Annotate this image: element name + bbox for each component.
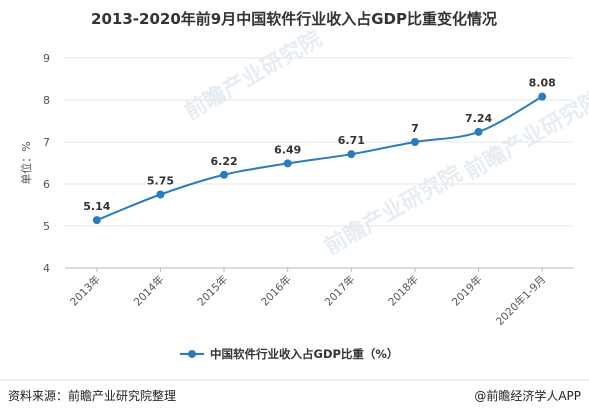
x-tick-label: 2019年 [449,273,485,309]
y-tick-label: 6 [43,178,50,191]
x-tick-label: 2017年 [322,273,358,309]
x-tick-label: 2018年 [386,273,422,309]
data-point [347,150,356,159]
x-tick-label: 2015年 [195,273,231,309]
watermark: 前瞻产业研究院 [320,161,466,261]
data-point [92,216,101,225]
data-label: 6.22 [210,155,237,168]
x-axis-ticks: 2013年 2014年 2015年 2016年 2017年 2018年 2019年 2020年… [67,268,548,328]
series-line [96,95,543,222]
watermark: 前瞻产业研究院 [180,26,326,126]
legend-marker [188,350,196,358]
data-label: 5.14 [83,200,110,213]
data-label: 6.71 [338,134,365,147]
brand-text: @前瞻经济学人APP [474,388,581,403]
legend: 中国软件行业收入占GDP比重（%） [180,347,398,361]
y-axis-ticks: 4 5 6 7 8 9 [43,52,50,275]
y-axis-label: 单位：% [19,141,33,184]
y-tick-label: 4 [43,262,50,275]
chart-title: 2013-2020年前9月中国软件行业收入占GDP比重变化情况 [91,10,497,28]
data-label: 7.24 [465,112,492,125]
legend-label: 中国软件行业收入占GDP比重（%） [210,347,398,361]
data-label: 8.08 [529,77,556,90]
data-point [538,92,547,101]
data-point [220,170,229,179]
data-label: 7 [411,122,419,135]
x-tick-label: 2016年 [258,273,294,309]
data-point [283,159,292,168]
x-tick-label: 2013年 [67,273,103,309]
data-labels: 5.14 5.75 6.22 6.49 6.71 7 7.24 8.08 [83,77,556,213]
data-label: 5.75 [147,175,174,188]
y-tick-label: 9 [43,52,50,65]
y-tick-label: 5 [43,220,50,233]
watermarks: 前瞻产业研究院 前瞻产业研究院 前瞻产业研究院 [180,26,589,261]
x-tick-label: 2014年 [131,273,167,309]
x-tick-label: 2020年1-9月 [493,273,548,328]
gridlines [65,57,574,227]
data-point [474,127,483,136]
data-label: 6.49 [274,143,301,156]
y-tick-label: 7 [43,136,50,149]
data-point [410,138,419,146]
series-points [92,92,547,225]
data-point [156,190,165,199]
y-tick-label: 8 [43,94,50,107]
source-text: 资料来源：前瞻产业研究院整理 [8,388,176,403]
